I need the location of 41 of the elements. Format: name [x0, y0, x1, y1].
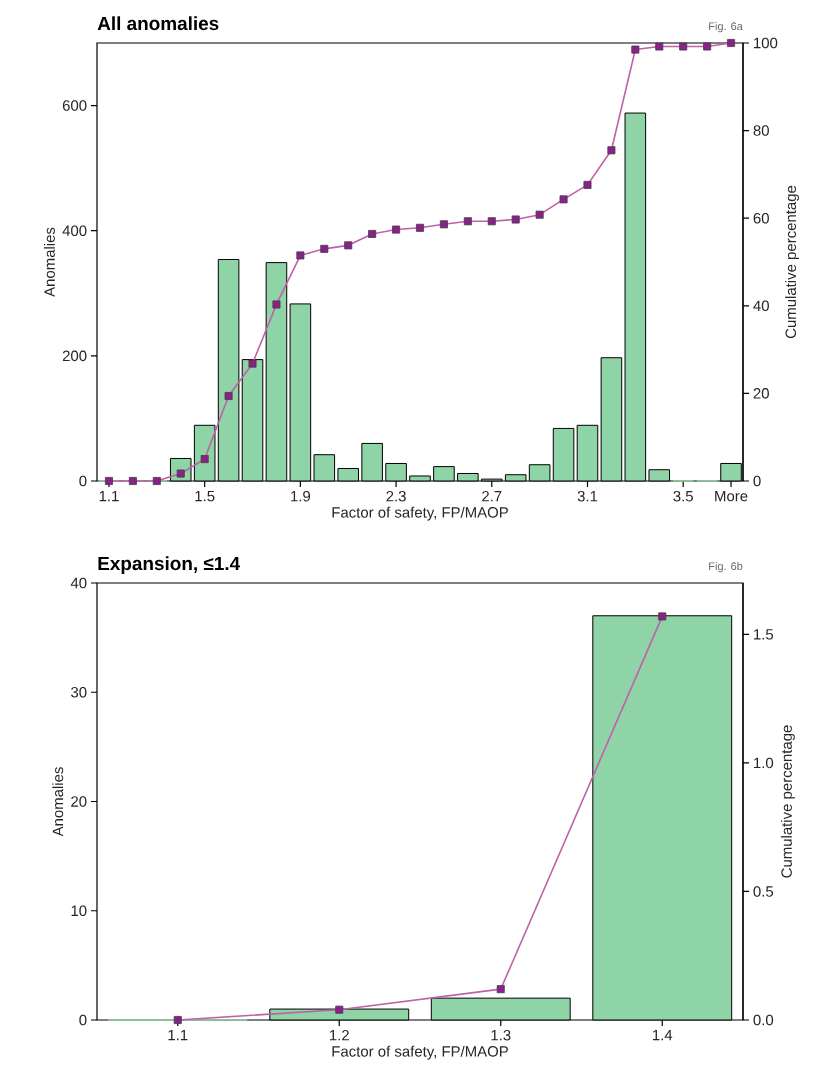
caption: Fig. 6b	[709, 562, 743, 573]
chart-title: Expansion, ≤1.4	[98, 556, 241, 574]
y-axis-title: Anomalies	[52, 767, 64, 837]
y-tick-label: 0	[79, 475, 87, 487]
caption: Fig. 6a	[709, 22, 743, 33]
x-tick-label: 1.5	[195, 490, 215, 502]
y-tick-label: 10	[71, 905, 87, 917]
y2-tick-label: 40	[753, 300, 769, 312]
y-tick-label: 40	[70, 577, 87, 589]
y2-axis-title: Cumulative percentage	[785, 185, 800, 339]
x-tick-label: 1.9	[291, 490, 311, 502]
x-tick-label: 1.2	[330, 1029, 349, 1041]
y-tick-label: 200	[62, 350, 87, 362]
y2-tick-label: 1.0	[754, 757, 774, 769]
y-tick-label: 0	[79, 1014, 87, 1026]
x-tick-label: 1.4	[653, 1029, 673, 1041]
y2-tick-label: 0.0	[753, 1014, 774, 1026]
y2-tick-label: 80	[753, 125, 769, 136]
y2-tick-label: 20	[753, 388, 769, 399]
y2-tick-label: 0	[753, 475, 761, 487]
y-tick-label: 20	[71, 796, 87, 807]
y2-tick-label: 1.5	[754, 629, 774, 640]
x-tick-label: 2.7	[482, 490, 502, 502]
y2-tick-label: 60	[753, 212, 769, 224]
y-axis-title: Anomalies	[43, 227, 55, 297]
y2-tick-label: 0.5	[753, 886, 774, 897]
x-tick-label: 3.5	[673, 490, 693, 502]
x-tick-label: 1.3	[491, 1029, 511, 1041]
x-axis-title: Factor of safety, FP/MAOP	[332, 1045, 508, 1060]
y2-axis-title: Cumulative percentage	[780, 725, 795, 878]
y-tick-label: 400	[62, 225, 87, 236]
x-tick-label: 2.3	[386, 490, 406, 502]
x-axis-title: Factor of safety, FP/MAOP	[332, 506, 508, 521]
x-tick-label: More	[715, 490, 748, 502]
y-tick-label: 30	[71, 686, 87, 698]
chart-title: All anomalies	[97, 16, 219, 31]
x-tick-label: 3.1	[577, 490, 598, 502]
y-tick-label: 600	[62, 100, 87, 111]
x-tick-label: 1.1	[99, 490, 119, 502]
y2-tick-label: 100	[754, 37, 778, 49]
x-tick-label: 1.1	[168, 1029, 188, 1041]
